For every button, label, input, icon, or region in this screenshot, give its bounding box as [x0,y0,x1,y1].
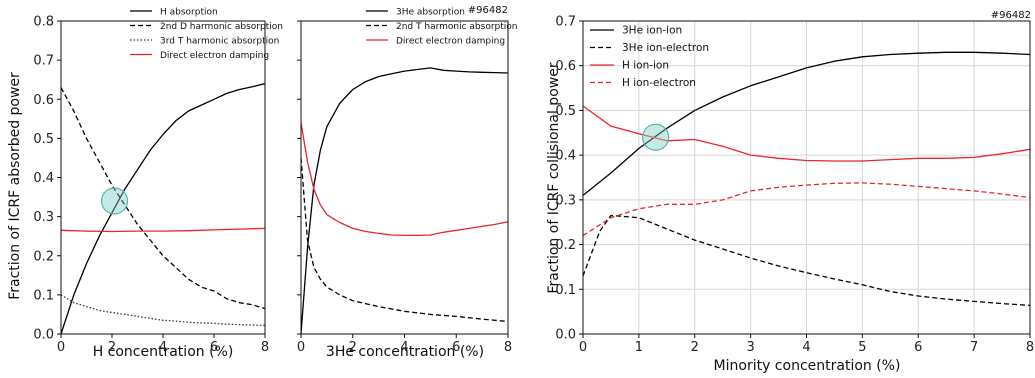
series-line-1 [582,51,1031,196]
series-line-1 [60,82,266,335]
legend-panel-a: H absorption 2nd D harmonic absorption 3rd… [130,8,283,61]
x-tick-label: 2 [349,340,357,355]
x-tick-label: 3 [746,340,754,355]
x-tick-label: 8 [504,340,512,355]
y-tick-label: 0.2 [555,238,576,253]
x-tick-label: 0 [579,340,587,355]
y-tick-label: 0.3 [33,210,54,225]
x-tick-label: 8 [1026,340,1034,355]
panel-a-xlabel: H concentration (%) [93,344,234,360]
legend-panel-c: 3He ion-ion 3He ion-electron H ion-ion H io… [590,25,709,89]
x-tick-label: 4 [400,340,408,355]
y-tick-label: 0.0 [33,328,54,343]
panel-c: Fraction of ICRF collisional power Minor… [546,10,1034,374]
series-line-3 [60,294,266,327]
panel-b-shot-number: #96482 [468,5,508,16]
y-tick-label: 0.7 [555,15,576,30]
y-tick-label: 0.1 [33,288,54,303]
y-tick-label: 0.6 [33,93,54,108]
series-line-2 [300,157,509,323]
x-tick-label: 7 [970,340,978,355]
x-tick-label: 1 [635,340,643,355]
legend-label: Direct electron damping [396,37,505,47]
series-line-3 [582,105,1031,162]
plot-area [61,21,265,334]
y-tick-label: 0.3 [555,193,576,208]
legend-label: H ion-electron [622,77,696,89]
panel-c-ylabel: Fraction of ICRF collisional power [546,62,562,293]
x-tick-label: 6 [914,340,922,355]
panel-b: 3He concentration (%) b) #96482 024683He… [297,5,518,360]
y-tick-label: 0.6 [555,59,576,74]
x-tick-label: 0 [57,340,65,355]
x-tick-label: 4 [802,340,810,355]
series-line-4 [582,182,1031,237]
y-tick-label: 0.0 [555,328,576,343]
x-tick-label: 4 [159,340,167,355]
panel-c-xlabel: Minority concentration (%) [714,358,901,374]
legend-label: 2nd D harmonic absorption [160,22,283,32]
y-tick-label: 0.8 [33,15,54,30]
y-tick-label: 0.5 [33,132,54,147]
legend-label: Direct electron damping [160,51,269,61]
legend-label: H absorption [160,8,218,18]
highlight-circle-overlay [642,123,670,151]
series-line-1 [300,67,509,335]
x-tick-label: 6 [210,340,218,355]
x-tick-label: 8 [261,340,269,355]
legend-label: 3He absorption [396,8,465,18]
y-tick-label: 0.7 [33,54,54,69]
panel-a-ylabel: Fraction of ICRF absorbed power [7,72,23,300]
y-tick-label: 0.1 [555,283,576,298]
series-line-2 [60,87,266,310]
series-line-3 [300,122,509,237]
x-tick-label: 6 [452,340,460,355]
legend-label: 3rd T harmonic absorption [160,37,279,47]
legend-label: H ion-ion [622,60,669,72]
y-tick-label: 0.4 [555,149,576,164]
legend-label: 2nd T harmonic absorption [396,22,518,32]
highlight-circle-overlay [101,187,129,215]
legend-label: 3He ion-electron [622,42,709,54]
legend-panel-b: 3He absorption 2nd T harmonic absorption D… [366,8,518,47]
panel-b-xlabel: 3He concentration (%) [326,344,484,360]
x-tick-label: 0 [297,340,305,355]
x-tick-label: 5 [858,340,866,355]
series-line-2 [582,214,1031,307]
panel-c-shot-number: #96482 [991,10,1031,21]
y-tick-label: 0.4 [33,171,54,186]
y-tick-label: 0.2 [33,249,54,264]
legend-label: 3He ion-ion [622,25,682,37]
y-tick-label: 0.5 [555,104,576,119]
plot-area [301,21,508,334]
series-line-4 [60,227,266,233]
x-tick-label: 2 [108,340,116,355]
x-tick-label: 2 [691,340,699,355]
panel-a: Fraction of ICRF absorbed power H concen… [7,8,283,361]
